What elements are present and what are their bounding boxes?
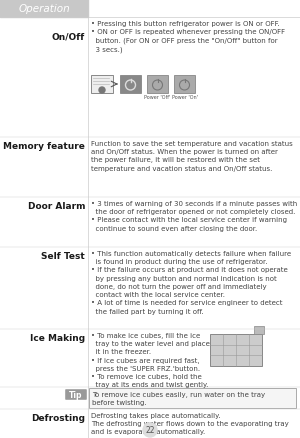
Bar [0,0,88,18]
Circle shape [143,423,157,437]
Bar [210,334,262,366]
Text: • This function automatically detects failure when failure
  is found in product: • This function automatically detects fa… [91,251,291,314]
Bar [254,326,264,334]
Text: Power 'Off': Power 'Off' [144,95,171,100]
Text: Self Test: Self Test [41,251,85,261]
Bar [147,76,168,94]
Text: • Pressing this button refrigerator power is ON or OFF.
• ON or OFF is repeated : • Pressing this button refrigerator powe… [91,21,285,53]
Text: Power 'On': Power 'On' [172,95,197,100]
Bar [120,76,141,94]
Text: Ice Making: Ice Making [30,333,85,342]
Text: Operation: Operation [18,4,70,14]
Text: • 3 times of warning of 30 seconds if a minute passes with
  the door of refrige: • 3 times of warning of 30 seconds if a … [91,201,297,231]
Bar [174,76,195,94]
Bar [89,388,296,408]
Text: Defrosting: Defrosting [31,413,85,422]
Text: 22: 22 [145,426,155,434]
Circle shape [99,88,105,94]
FancyBboxPatch shape [65,389,87,400]
Text: • To make ice cubes, fill the ice
  tray to the water level and place
  it in th: • To make ice cubes, fill the ice tray t… [91,332,210,388]
Text: To remove ice cubes easily, run water on the tray
before twisting.: To remove ice cubes easily, run water on… [92,391,265,405]
Text: Tip: Tip [69,390,83,399]
Text: Door Alarm: Door Alarm [28,201,85,211]
Text: Memory feature: Memory feature [3,141,85,151]
Text: Function to save the set temperature and vacation status
and On/Off status. When: Function to save the set temperature and… [91,141,293,171]
Text: Defrosting takes place automatically.
The defrosting water flows down to the eva: Defrosting takes place automatically. Th… [91,412,289,434]
Text: On/Off: On/Off [52,32,85,41]
Bar [91,76,113,94]
